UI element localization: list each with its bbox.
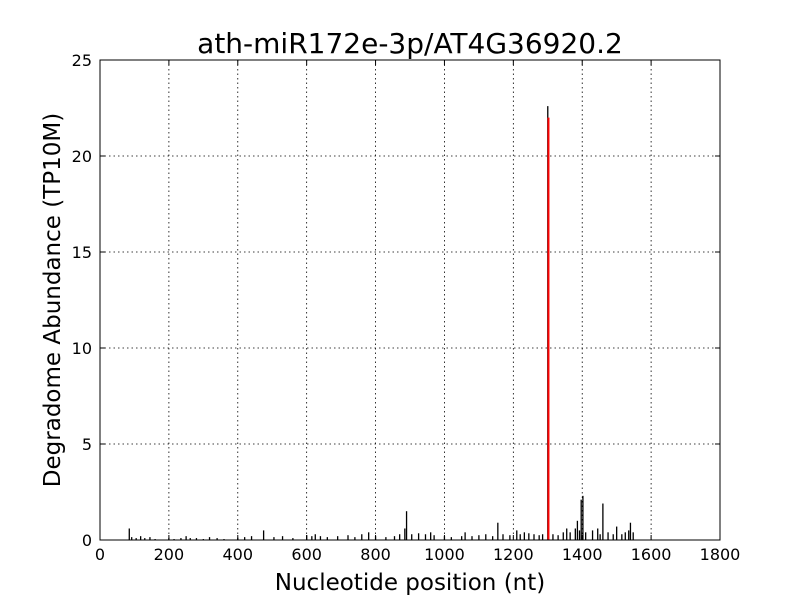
x-tick-label: 1200	[493, 545, 534, 564]
x-axis-label: Nucleotide position (nt)	[275, 570, 545, 596]
y-tick-label: 10	[72, 339, 92, 358]
plot-frame	[99, 59, 721, 541]
x-tick-label: 800	[360, 545, 391, 564]
x-tick-label: 400	[223, 545, 254, 564]
x-tick-label: 0	[95, 545, 105, 564]
x-tick-label: 1000	[424, 545, 465, 564]
x-tick-label: 1600	[631, 545, 672, 564]
x-tick-label: 1400	[562, 545, 603, 564]
x-tick-label: 1800	[700, 545, 741, 564]
grid-layer	[100, 60, 720, 540]
x-tick-label: 200	[154, 545, 185, 564]
ticks-layer: 0 200 400 600 800 1000 1200 1400 1600 1800 0 5 10 15 2…	[72, 51, 741, 564]
bars-layer	[128, 106, 634, 540]
y-tick-label: 0	[82, 531, 92, 550]
y-tick-label: 15	[72, 243, 92, 262]
y-tick-label: 5	[82, 435, 92, 454]
y-axis-label: Degradome Abundance (TP10M)	[40, 113, 66, 487]
y-tick-label: 20	[72, 147, 92, 166]
chart-title: ath-miR172e-3p/AT4G36920.2	[197, 27, 623, 60]
y-tick-label: 25	[72, 51, 92, 70]
x-tick-label: 600	[291, 545, 322, 564]
